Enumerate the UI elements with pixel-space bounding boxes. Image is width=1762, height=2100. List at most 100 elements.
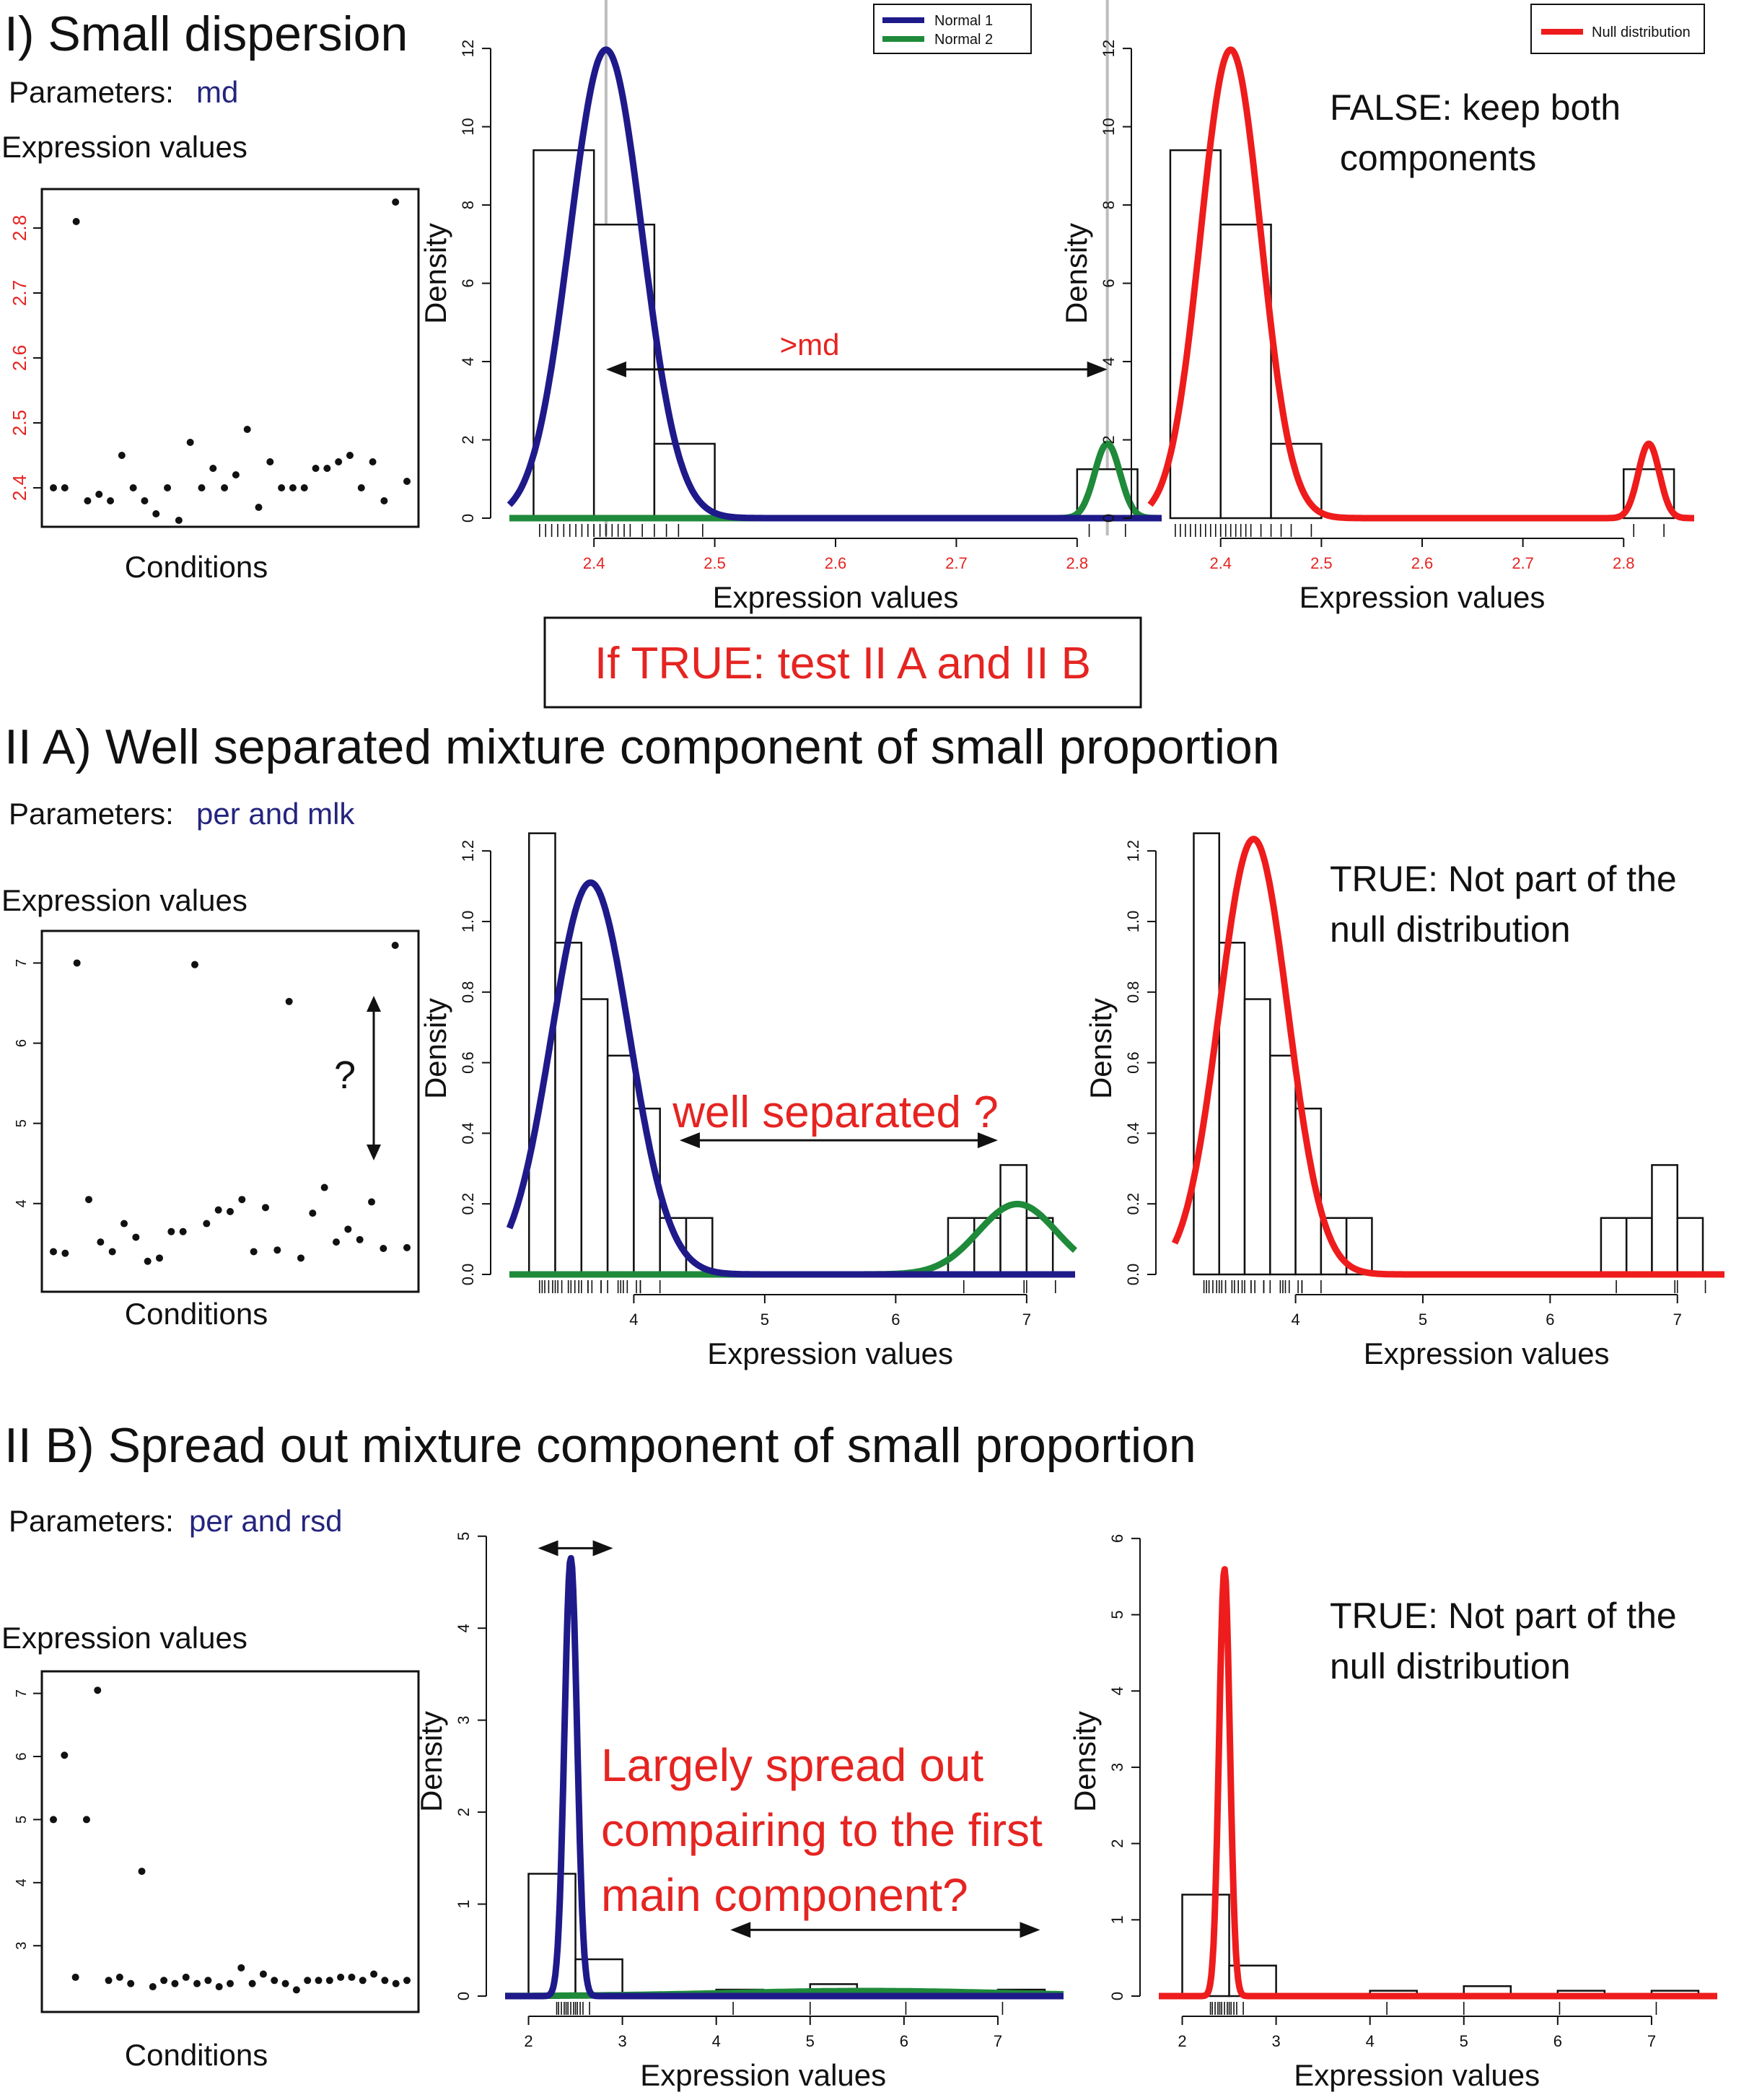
x-axis-label: Expression values: [1299, 580, 1546, 614]
section3-title: II B) Spread out mixture component of sm…: [4, 1418, 1196, 1473]
md-arrow-label: >md: [780, 328, 840, 362]
x-tick-label: 2.6: [825, 554, 847, 572]
s2_scatter-chart: 4 5 6 7: [14, 929, 420, 1293]
section3-result-line2: null distribution: [1330, 1646, 1571, 1686]
data-point: [191, 961, 198, 968]
data-point: [304, 1977, 312, 1985]
data-point: [297, 1254, 304, 1262]
y-tick-label: 0: [1100, 514, 1118, 522]
y-tick-label: 2.7: [9, 280, 30, 306]
data-point: [243, 426, 251, 433]
data-point: [209, 465, 217, 472]
s2_null-chart: 0.0 0.2 0.4 0.6 0.8 1.0 1.2 Density 4 5 6 7 Expressi…: [1084, 832, 1727, 1370]
data-point: [171, 1979, 179, 1987]
histogram-bar: [532, 149, 595, 520]
y-tick-label: 2: [459, 435, 477, 444]
data-point: [232, 471, 240, 478]
histogram-bar: [527, 1873, 577, 1998]
section1-result-line2: components: [1330, 138, 1536, 178]
x-tick-label: 3: [618, 2032, 626, 2050]
data-point: [50, 1248, 57, 1256]
data-point: [238, 1196, 246, 1204]
data-point: [141, 497, 149, 504]
y-tick-label: 0.0: [459, 1264, 477, 1286]
data-point: [61, 484, 69, 491]
section2-params-label: Parameters:: [9, 797, 174, 831]
data-point: [380, 1245, 387, 1252]
data-point: [250, 1248, 258, 1256]
y-tick-label: 5: [455, 1532, 473, 1541]
y-tick-label: 6: [14, 1039, 30, 1047]
data-point: [391, 942, 399, 949]
data-point: [344, 1225, 352, 1233]
data-point: [281, 1979, 289, 1987]
distance-arrow-head-left: [730, 1922, 751, 1938]
y-tick-label: 6: [1100, 279, 1118, 287]
s1_null-chart: 0 2 4 6 8 10 12 Density 2.4 2.5 2.6 2.7 2.8 Expressio…: [1059, 4, 1705, 614]
scatter-question-mark: ?: [334, 1054, 356, 1097]
scatter-frame: [40, 929, 420, 1293]
data-point: [204, 1977, 212, 1985]
y-tick-label: 2: [455, 1808, 473, 1816]
normal1-density-curve: [507, 46, 1164, 522]
legend-entry: Normal 1: [934, 13, 993, 29]
data-point: [214, 1206, 222, 1214]
data-point: [221, 484, 229, 491]
x-tick-label: 2.5: [704, 554, 726, 572]
y-tick-label: 5: [14, 1816, 30, 1824]
data-point: [164, 484, 172, 491]
histogram-bar: [1169, 149, 1222, 520]
question-arrow-head-down: [367, 1145, 381, 1160]
y-tick-label: 0.4: [459, 1122, 477, 1145]
data-point: [356, 1235, 364, 1243]
data-point: [380, 497, 388, 504]
y-tick-label: 8: [1100, 201, 1118, 209]
y-tick-label: 4: [1108, 1686, 1126, 1695]
data-point: [237, 1964, 245, 1972]
x-tick-label: 4: [1291, 1311, 1299, 1329]
s3_mix-chart: 0 1 2 3 4 5 Density 2 3 4 5 6 7 Expression values: [414, 1532, 1066, 2092]
section1-params-value: md: [196, 75, 238, 109]
data-point: [320, 1184, 328, 1191]
x-tick-label: 6: [900, 2032, 908, 2050]
y-tick-label: 4: [1100, 357, 1118, 366]
data-point: [346, 452, 354, 459]
data-point: [167, 1228, 175, 1235]
data-point: [333, 1238, 340, 1246]
data-point: [285, 997, 293, 1005]
data-point: [144, 1257, 152, 1265]
data-point: [138, 1868, 146, 1876]
data-point: [315, 1977, 323, 1985]
section3-params-value: per and rsd: [189, 1504, 342, 1538]
x-tick-label: 4: [629, 1311, 638, 1329]
y-tick-label: 10: [1100, 118, 1118, 135]
y-tick-label: 1: [1108, 1915, 1126, 1924]
histogram-bar: [1676, 1217, 1704, 1276]
data-point: [392, 198, 400, 206]
data-point: [156, 1254, 163, 1262]
y-tick-label: 1: [455, 1899, 473, 1908]
y-tick-label: 3: [14, 1942, 30, 1950]
y-tick-label: 2.5: [9, 410, 30, 436]
well-separated-label: well separated ?: [672, 1088, 999, 1137]
data-point: [278, 484, 286, 491]
section2-title: II A) Well separated mixture component o…: [4, 719, 1280, 774]
data-point: [186, 439, 194, 446]
y-tick-label: 6: [14, 1752, 30, 1760]
data-point: [61, 1249, 69, 1257]
y-tick-label: 4: [14, 1878, 30, 1886]
section3-scatter-xlabel: Conditions: [125, 2038, 268, 2072]
data-point: [359, 1977, 367, 1985]
data-point: [266, 458, 274, 465]
section2-params-value: per and mlk: [196, 797, 355, 831]
x-tick-label: 2.7: [1512, 554, 1534, 572]
x-tick-label: 4: [712, 2032, 721, 2050]
data-point: [50, 1816, 57, 1824]
data-point: [215, 1983, 223, 1991]
x-tick-label: 6: [1553, 2032, 1562, 2050]
y-tick-label: 0.6: [1124, 1051, 1142, 1074]
data-point: [369, 458, 377, 465]
y-axis-label: Density: [414, 1711, 448, 1812]
y-axis-label: Density: [1059, 223, 1093, 324]
section2-result-line1: TRUE: Not part of the: [1330, 859, 1677, 899]
